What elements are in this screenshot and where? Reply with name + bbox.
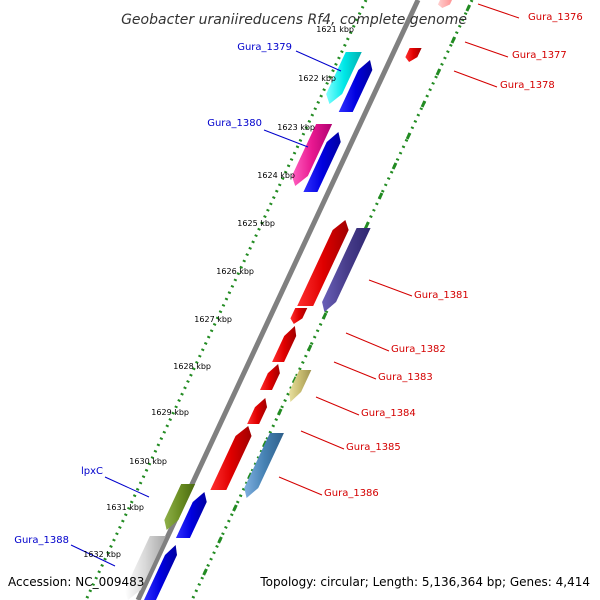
tick-label: 1627 kbp xyxy=(194,315,232,324)
gene-feature xyxy=(405,48,422,62)
gene-feature xyxy=(437,0,452,8)
gene-feature xyxy=(291,124,333,186)
gene-label: Gura_1377 xyxy=(512,50,567,61)
tick-mark xyxy=(465,4,472,12)
gene-label: Gura_1384 xyxy=(361,408,416,419)
tick-mark xyxy=(306,344,313,352)
gene-label: Gura_1382 xyxy=(391,344,446,355)
tick-label: 1626 kbp xyxy=(216,267,254,276)
gene-feature xyxy=(164,484,196,530)
gene-feature xyxy=(303,132,341,192)
gene-labels: Gura_1376 Gura_1377 Gura_1378 Gura_1379 Gura… xyxy=(14,12,583,546)
accession-text: Accession: NC_009483 xyxy=(8,575,144,589)
gene-feature xyxy=(244,433,284,498)
leader-line xyxy=(333,361,377,380)
tick-mark xyxy=(321,312,328,320)
leader-line xyxy=(70,544,116,567)
gene-feature xyxy=(260,364,280,390)
gene-label: Gura_1385 xyxy=(346,442,401,453)
tick-label: 1631 kbp xyxy=(106,503,144,512)
gene-feature xyxy=(338,60,373,112)
tick-labels: 1621 kbp 1622 kbp 1623 kbp 1624 kbp 1625 kbp… xyxy=(83,25,354,559)
tick-mark xyxy=(391,162,398,170)
gene-feature xyxy=(272,326,297,362)
gene-label: Gura_1378 xyxy=(500,80,555,91)
gene-label: Gura_1376 xyxy=(528,12,583,23)
gene-label: Gura_1388 xyxy=(14,535,69,546)
gene-label: lpxC xyxy=(81,466,103,477)
leader-line xyxy=(477,3,520,19)
tick-mark xyxy=(217,536,223,544)
tick-mark xyxy=(202,568,208,576)
features xyxy=(124,0,452,600)
leader-line xyxy=(300,430,345,450)
gene-feature xyxy=(297,220,349,306)
gene-feature xyxy=(322,228,371,312)
tick-label: 1623 kbp xyxy=(277,123,315,132)
gene-feature xyxy=(175,492,207,538)
tick-mark xyxy=(276,408,283,416)
gene-label: Gura_1381 xyxy=(414,290,469,301)
leader-line xyxy=(295,50,342,72)
leader-line xyxy=(278,476,323,496)
tick-mark xyxy=(232,504,238,512)
tick-label: 1630 kbp xyxy=(129,457,167,466)
gene-feature xyxy=(326,52,362,104)
gene-feature xyxy=(124,536,166,600)
gene-label: Gura_1386 xyxy=(324,488,379,499)
gene-feature xyxy=(289,370,312,402)
tick-label: 1622 kbp xyxy=(298,74,336,83)
leader-line xyxy=(315,396,360,416)
tick-mark xyxy=(405,132,412,140)
gene-feature xyxy=(144,545,177,600)
tick-label: 1624 kbp xyxy=(257,171,295,180)
tick-label: 1625 kbp xyxy=(237,219,275,228)
tick-label: 1632 kbp xyxy=(83,550,121,559)
map-title: Geobacter uraniireducens Rf4, complete g… xyxy=(121,12,467,28)
tick-label: 1628 kbp xyxy=(173,362,211,371)
gene-feature xyxy=(247,398,268,424)
leader-lines xyxy=(70,3,520,567)
tick-label: 1621 kbp xyxy=(316,25,354,34)
leader-line xyxy=(263,129,309,148)
leader-line xyxy=(368,279,413,297)
leader-line xyxy=(104,476,150,498)
gene-label: Gura_1383 xyxy=(378,372,433,383)
tick-mark xyxy=(420,100,427,108)
tick-mark xyxy=(377,192,384,200)
gene-feature xyxy=(210,426,252,490)
leader-line xyxy=(464,41,509,58)
tick-mark xyxy=(435,68,442,76)
gene-label: Gura_1379 xyxy=(237,42,292,53)
tick-mark xyxy=(450,36,457,44)
gene-feature xyxy=(290,308,308,324)
summary-text: Topology: circular; Length: 5,136,364 bp… xyxy=(259,575,590,589)
leader-line xyxy=(453,70,498,88)
gene-label: Gura_1380 xyxy=(207,118,262,129)
tick-label: 1629 kbp xyxy=(151,408,189,417)
leader-line xyxy=(345,332,390,352)
